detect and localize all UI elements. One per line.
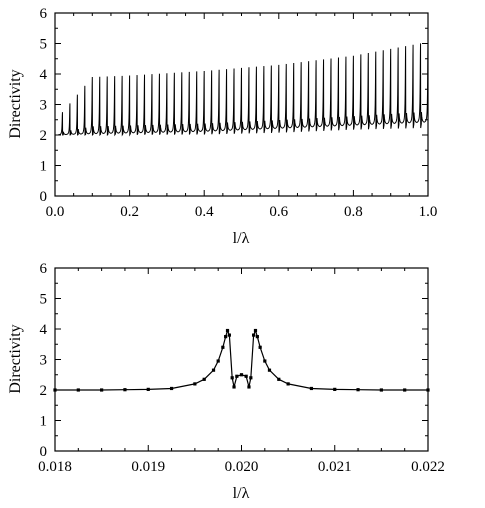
data-point-marker (252, 333, 256, 337)
directivity-zoom-chart: 0.018 0.019 0.020 0.021 0.022 0 1 2 3 4 5 6 l/λ Dir… (7, 261, 445, 502)
data-point-marker (224, 335, 228, 339)
directivity-zoom-series-line (55, 328, 428, 391)
data-point-marker (146, 387, 150, 391)
data-point-marker (202, 377, 206, 381)
y-tick-label: 6 (40, 6, 48, 22)
y-tick-label: 0 (40, 189, 48, 205)
x-axis-label-bottom: l/λ (233, 485, 250, 502)
x-tick-label: 1.0 (419, 204, 438, 220)
x-tick-label: 0.018 (38, 459, 72, 475)
data-point-marker (221, 345, 225, 349)
y-axis-label-bottom: Directivity (7, 324, 24, 393)
data-point-marker (379, 388, 383, 392)
x-tick-label: 0.6 (269, 204, 288, 220)
data-point-marker (232, 385, 236, 389)
ticks-top: 0.0 0.2 0.4 0.6 0.8 1.0 0 1 2 3 4 5 6 (40, 6, 438, 220)
data-point-marker (333, 387, 337, 391)
data-point-marker (253, 328, 258, 333)
y-tick-label: 3 (40, 98, 48, 114)
directivity-overview-chart: 0.0 0.2 0.4 0.6 0.8 1.0 0 1 2 3 4 5 6 l/λ Directivit… (7, 6, 437, 247)
y-tick-label: 4 (40, 322, 48, 338)
y-tick-label: 5 (40, 292, 48, 308)
data-point-marker (249, 376, 253, 380)
data-point-marker (211, 368, 216, 372)
y-tick-label: 1 (40, 414, 48, 430)
data-point-marker (258, 345, 262, 349)
plot-frame-bottom (54, 267, 429, 452)
y-tick-label: 6 (40, 261, 48, 277)
data-point-marker (247, 385, 251, 389)
data-point-marker (263, 359, 267, 363)
y-tick-label: 2 (40, 383, 48, 399)
y-tick-label: 4 (40, 67, 48, 83)
x-tick-label: 0.2 (120, 204, 139, 220)
ticks-bottom: 0.018 0.019 0.020 0.021 0.022 0 1 2 3 4 5 6 (38, 261, 445, 475)
x-tick-label: 0.8 (344, 204, 363, 220)
data-point-marker (225, 328, 230, 333)
y-tick-label: 2 (40, 128, 48, 144)
x-tick-label: 0.4 (195, 204, 214, 220)
data-point-marker (123, 388, 127, 392)
directivity-series-line (55, 41, 429, 137)
data-point-marker (255, 335, 259, 339)
x-tick-label: 0.022 (411, 459, 445, 475)
data-point-marker (309, 386, 314, 391)
x-tick-label: 0.019 (131, 459, 165, 475)
data-point-marker (227, 333, 231, 337)
x-tick-label: 0.021 (318, 459, 352, 475)
data-point-marker (267, 368, 272, 372)
y-tick-label: 3 (40, 353, 48, 369)
x-tick-label: 0.0 (46, 204, 65, 220)
data-point-marker (76, 388, 80, 392)
data-point-marker (356, 388, 360, 392)
y-tick-label: 1 (40, 159, 48, 175)
data-point-markers (53, 328, 430, 392)
y-tick-label: 5 (40, 37, 48, 53)
data-point-marker (216, 359, 220, 363)
x-axis-label-top: l/λ (233, 230, 250, 247)
data-point-marker (100, 388, 104, 392)
data-point-marker (403, 388, 407, 392)
y-axis-label-top: Directivity (7, 69, 24, 138)
y-tick-label: 0 (40, 444, 48, 460)
x-tick-label: 0.020 (225, 459, 259, 475)
data-point-marker (239, 373, 244, 377)
data-point-marker (286, 382, 290, 386)
data-point-marker (169, 386, 174, 391)
data-point-marker (277, 377, 281, 381)
data-point-marker (235, 374, 239, 378)
data-point-marker (193, 382, 197, 386)
data-point-marker (230, 376, 234, 380)
data-point-marker (244, 374, 248, 378)
